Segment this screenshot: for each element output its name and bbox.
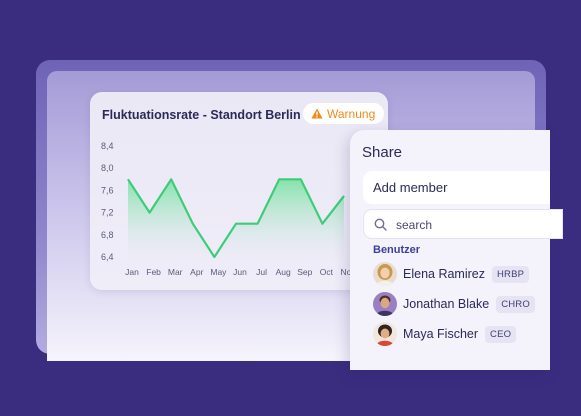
role-badge: CEO (485, 325, 517, 343)
avatar (373, 322, 397, 346)
y-tick-label: 6,4 (101, 252, 114, 262)
member-row[interactable]: Maya Fischer CEO (373, 321, 517, 347)
chart-area-fill (128, 179, 344, 261)
role-badge: CHRO (496, 295, 535, 313)
x-tick-label: Feb (146, 267, 161, 277)
search-icon (374, 218, 387, 231)
x-tick-label: Nov (340, 267, 356, 277)
avatar (373, 262, 397, 286)
member-name: Maya Fischer (403, 327, 479, 341)
chart-plot: 8,4 8,0 7,6 7,2 6,8 6,4 Jan Feb Mar Apr May Jun Jul… (101, 141, 356, 277)
y-tick-label: 7,2 (101, 208, 114, 218)
x-tick-label: Sep (297, 267, 312, 277)
y-tick-label: 6,8 (101, 230, 114, 240)
warning-badge[interactable]: Warnung (303, 103, 385, 124)
member-name: Elena Ramirez (403, 267, 485, 281)
turnover-chart-card: Fluktuationsrate - Standort Berlin Warnu… (90, 92, 388, 290)
member-row[interactable]: Elena Ramirez HRBP (373, 261, 530, 287)
x-tick-label: Jan (125, 267, 139, 277)
member-search-box[interactable] (363, 209, 563, 239)
x-tick-label: Jun (233, 267, 247, 277)
warning-icon (311, 108, 323, 119)
role-badge: HRBP (491, 265, 530, 283)
avatar (373, 292, 397, 316)
member-row[interactable]: Jonathan Blake CHRO (373, 291, 535, 317)
chart-series-line (127, 178, 345, 259)
x-tick-label: Jul (256, 267, 267, 277)
x-tick-label: Oct (320, 267, 334, 277)
member-name: Jonathan Blake (403, 297, 490, 311)
add-member-button[interactable]: Add member (363, 171, 550, 204)
x-tick-label: May (210, 267, 227, 277)
y-tick-label: 8,4 (101, 141, 114, 151)
chart-title: Fluktuationsrate - Standort Berlin (102, 108, 301, 122)
member-search-input[interactable] (394, 215, 548, 235)
x-tick-label: Apr (190, 267, 203, 277)
x-tick-label: Mar (168, 267, 183, 277)
y-tick-label: 8,0 (101, 163, 114, 173)
x-tick-label: Aug (276, 267, 291, 277)
users-section-label: Benutzer (373, 244, 421, 256)
share-title: Share (362, 144, 403, 161)
y-tick-label: 7,6 (101, 185, 114, 195)
warning-badge-label: Warnung (327, 106, 376, 121)
